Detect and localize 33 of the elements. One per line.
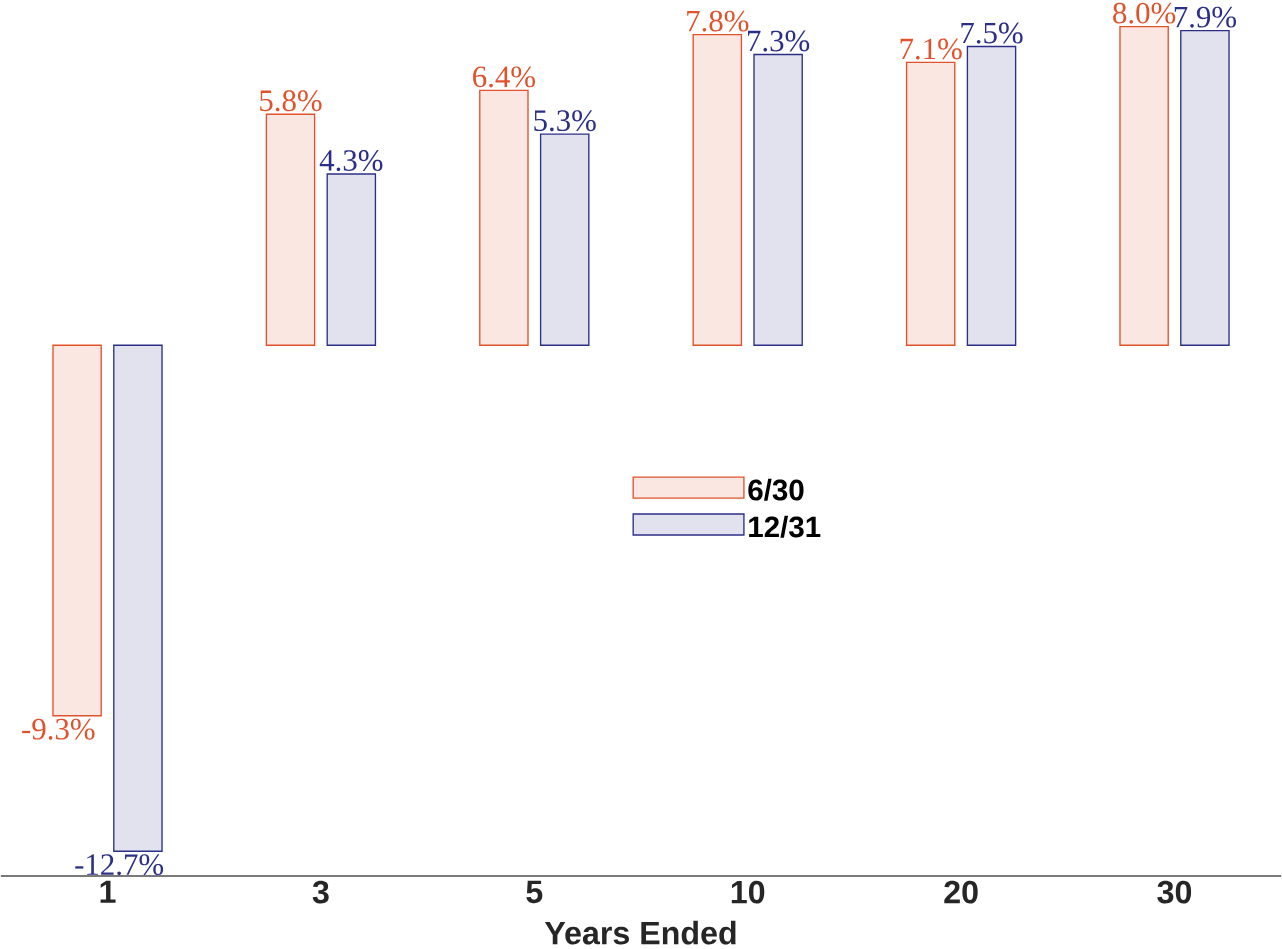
- bar: [539, 133, 590, 346]
- bar: [905, 61, 956, 346]
- data-label: 5.3%: [534, 110, 596, 132]
- bar: [1180, 29, 1230, 346]
- x-tick-label: 3: [312, 880, 329, 904]
- bar: [753, 53, 803, 346]
- data-label: 8.0%: [1113, 2, 1176, 24]
- data-label: 7.5%: [961, 22, 1023, 44]
- x-tick-label: 30: [1157, 880, 1192, 904]
- bar: [52, 344, 102, 717]
- data-label: 7.3%: [748, 30, 810, 52]
- data-label: 6.4%: [473, 66, 535, 88]
- data-label: 7.9%: [1174, 6, 1237, 28]
- bar: [113, 344, 163, 852]
- bar: [692, 33, 743, 346]
- x-axis-title: Years Ended: [544, 920, 736, 945]
- x-tick-label: 1: [100, 880, 116, 903]
- bar: [265, 113, 316, 346]
- data-label: -12.7%: [75, 854, 164, 876]
- bar: [326, 173, 377, 346]
- data-label: -9.3%: [22, 718, 95, 740]
- bar: [966, 45, 1017, 346]
- data-label: 4.3%: [319, 150, 383, 172]
- legend-label: 6/30: [748, 478, 804, 501]
- data-label: 7.1%: [900, 38, 962, 60]
- bar: [479, 89, 529, 346]
- x-tick-label: 20: [944, 880, 978, 904]
- x-tick-label: 5: [526, 880, 543, 904]
- x-tick-label: 10: [731, 880, 765, 904]
- data-label: 7.8%: [687, 10, 749, 32]
- bar: [1119, 25, 1169, 346]
- legend-label: 12/31: [749, 515, 821, 538]
- data-label: 5.8%: [260, 90, 322, 112]
